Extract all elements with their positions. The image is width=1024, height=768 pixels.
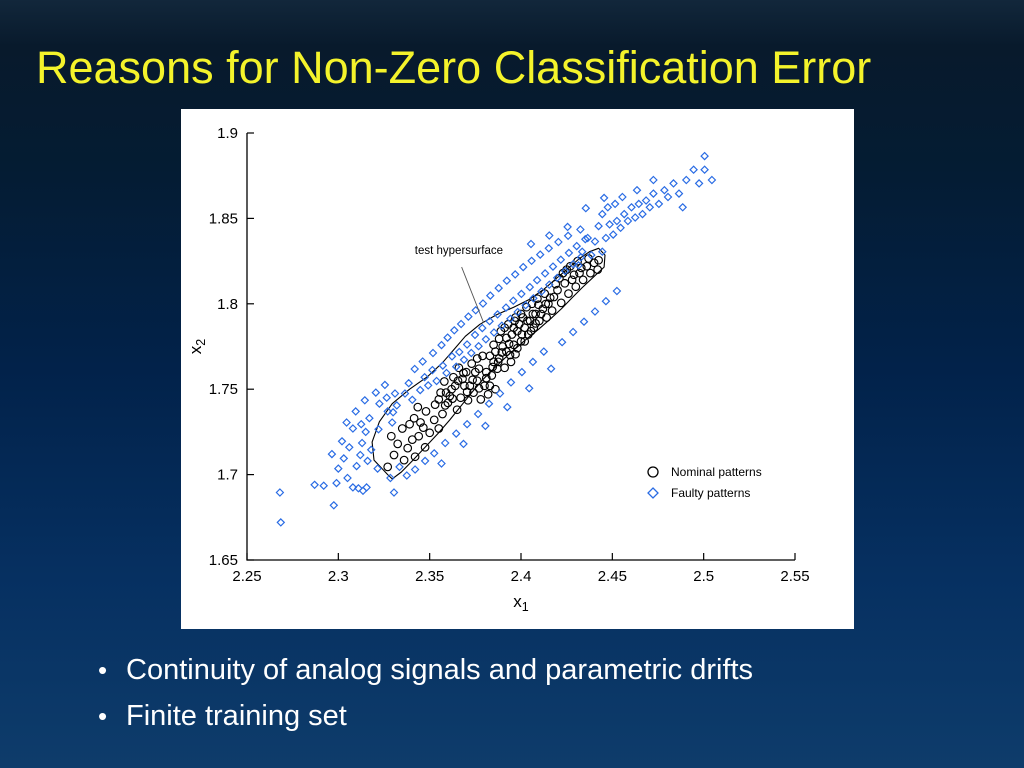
svg-text:x2: x2 [186,339,208,355]
chart-panel: 2.25 2.3 2.35 2.4 2.45 2.5 2.55 1.65 1.7 1.75 1.8 1… [181,109,854,629]
bullet-marker: • [98,700,108,731]
x-tick-label: 2.4 [511,568,532,585]
series-faulty-patterns [275,151,717,527]
x-tick-label: 2.35 [415,568,444,585]
chart-legend: Nominal patterns Faulty patterns [647,465,762,500]
x-tick-label: 2.55 [780,568,809,585]
test-hypersurface-contour [371,247,606,480]
slide-title: Reasons for Non-Zero Classification Erro… [36,42,872,93]
y-tick-label: 1.75 [209,381,238,398]
x-tick-label: 2.25 [232,568,261,585]
y-tick-label: 1.8 [217,296,238,313]
bullet-text: Continuity of analog signals and paramet… [126,654,754,686]
y-tick-label: 1.65 [209,552,238,569]
y-tick-label: 1.9 [217,125,238,142]
legend-diamond-marker [647,487,659,499]
bullet-text: Finite training set [126,699,347,732]
legend-label: Nominal patterns [671,465,762,479]
x-axis-ticks: 2.25 2.3 2.35 2.4 2.45 2.5 2.55 [232,553,810,585]
legend-circle-marker [647,466,659,478]
x-tick-label: 2.3 [328,568,349,585]
x-axis-label: x1 [513,592,529,614]
annotation-test-hypersurface: test hypersurface [415,245,503,323]
svg-text:x1: x1 [513,592,529,614]
bullet-list: • Continuity of analog signals and param… [98,654,754,747]
annotation-label: test hypersurface [415,245,503,257]
y-axis-label: x2 [186,339,208,355]
bullet-item: • Finite training set [98,699,753,733]
x-tick-label: 2.45 [598,568,627,585]
scatter-plot: 2.25 2.3 2.35 2.4 2.45 2.5 2.551.651.71.751.81… [186,125,810,614]
y-axis-ticks: 1.65 1.7 1.75 1.8 1.85 1.9 [209,125,254,569]
y-tick-label: 1.7 [217,467,238,484]
y-tick-label: 1.85 [209,210,238,227]
legend-label: Faulty patterns [671,486,750,500]
bullet-marker: • [98,655,108,685]
series-nominal-patterns [383,254,603,472]
bullet-item: • Continuity of analog signals and param… [98,654,754,687]
x-tick-label: 2.5 [693,568,714,585]
